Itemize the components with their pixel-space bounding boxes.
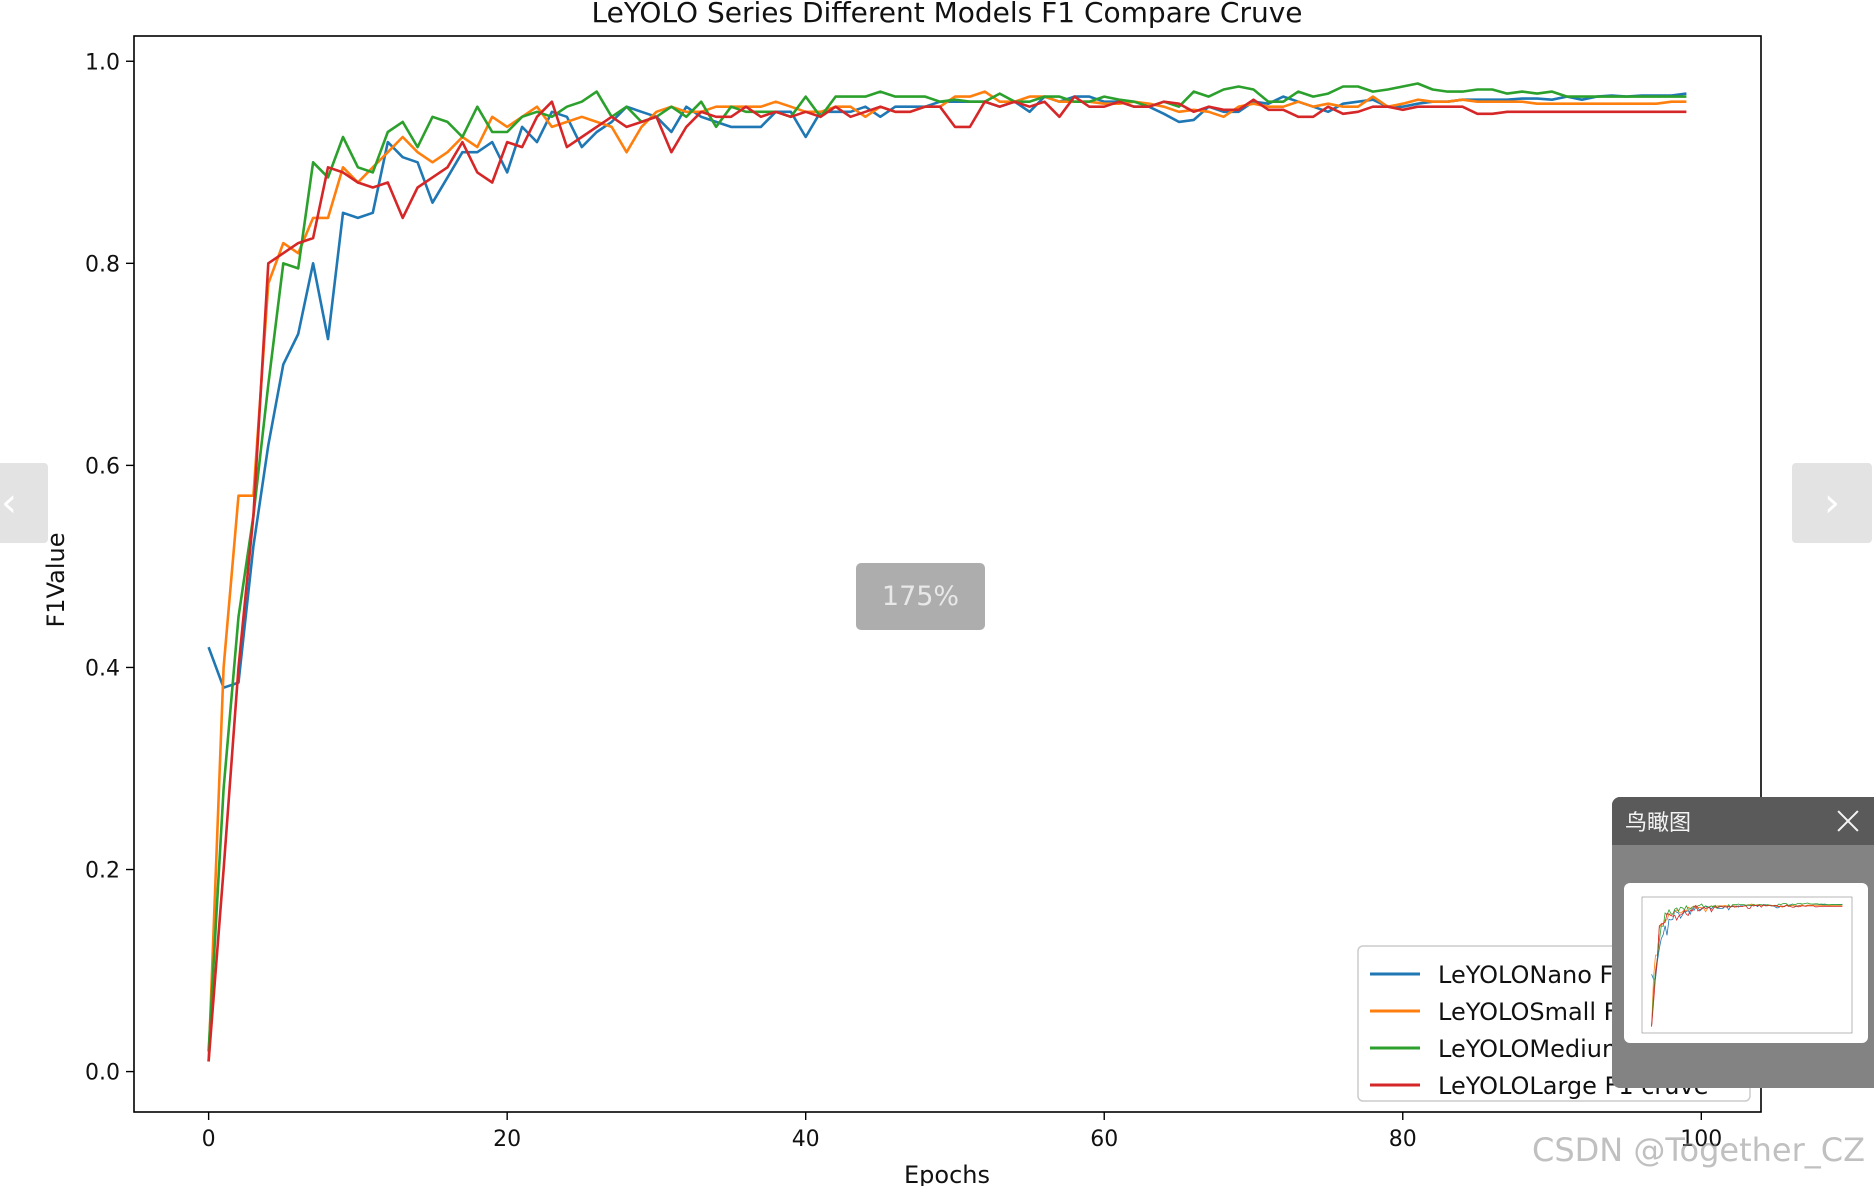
- y-tick-label: 1.0: [85, 50, 120, 75]
- y-tick-label: 0.6: [85, 454, 120, 479]
- y-tick-label: 0.0: [85, 1061, 120, 1086]
- x-tick-label: 100: [1680, 1127, 1722, 1152]
- y-axis-label: F1Value: [42, 533, 70, 628]
- thumb-line-medium: [1651, 902, 1843, 1026]
- x-tick-label: 20: [493, 1127, 521, 1152]
- chevron-right-icon: ›: [1824, 480, 1840, 526]
- next-image-button[interactable]: ›: [1792, 463, 1872, 543]
- birdseye-panel: 鸟瞰图: [1612, 797, 1874, 1088]
- zoom-level-indicator: 175%: [856, 563, 985, 630]
- birdseye-header: 鸟瞰图: [1612, 797, 1874, 845]
- x-tick-label: 80: [1389, 1127, 1417, 1152]
- birdseye-thumbnail[interactable]: [1624, 883, 1868, 1043]
- chart-title: LeYOLO Series Different Models F1 Compar…: [592, 0, 1303, 29]
- thumb-frame: [1641, 896, 1853, 1034]
- x-tick-label: 60: [1090, 1127, 1118, 1152]
- thumb-line-small: [1651, 903, 1843, 1027]
- birdseye-title: 鸟瞰图: [1625, 811, 1692, 836]
- series-line-large: [207, 95, 1687, 1062]
- x-axis-label: Epochs: [904, 1161, 990, 1186]
- thumb-line-large: [1651, 904, 1843, 1027]
- x-tick-label: 40: [792, 1127, 820, 1152]
- y-tick-label: 0.4: [85, 656, 120, 681]
- series-line-medium: [207, 82, 1687, 1052]
- watermark: CSDN @Together_CZ: [1532, 1131, 1866, 1169]
- plot-area-frame: [133, 35, 1762, 1113]
- birdseye-chart-preview: [1641, 896, 1853, 1034]
- chevron-left-icon: ‹: [1, 480, 17, 526]
- y-tick-label: 0.2: [85, 859, 120, 884]
- y-tick-label: 0.8: [85, 252, 120, 277]
- previous-image-button[interactable]: ‹: [0, 463, 48, 543]
- x-tick-label: 0: [202, 1127, 216, 1152]
- close-icon[interactable]: [1836, 809, 1860, 833]
